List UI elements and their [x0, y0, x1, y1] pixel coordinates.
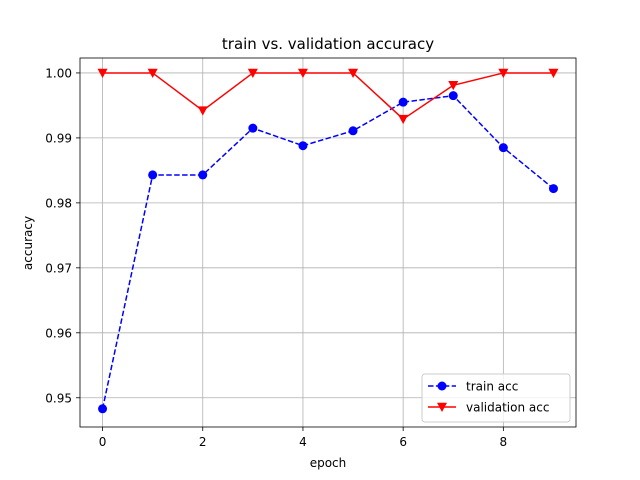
x-tick-label: 4 [299, 435, 307, 449]
validation-acc-point [348, 68, 359, 78]
axes-frame [79, 57, 577, 428]
train-acc-point [98, 404, 108, 414]
validation-acc-point [247, 68, 258, 78]
train-acc-point [198, 170, 208, 180]
validation-acc-point [398, 114, 409, 125]
plot-area: 0 2 4 6 8 0.95 0.96 0.97 0.98 0.99 1.00 [45, 57, 577, 449]
validation-acc-point [498, 68, 509, 78]
y-tick-label: 1.00 [45, 66, 72, 80]
x-axis-label: epoch [310, 456, 347, 470]
x-tick-label: 0 [99, 435, 107, 449]
x-tick-label: 2 [199, 435, 207, 449]
y-tick-label: 0.96 [45, 326, 72, 340]
series-line-validation-acc [102, 72, 554, 121]
legend-label-validation-acc: validation acc [466, 401, 549, 415]
train-acc-point [448, 91, 458, 101]
train-acc-point [398, 97, 408, 107]
y-tick-label: 0.98 [45, 196, 72, 210]
y-tick-label: 0.97 [45, 261, 72, 275]
validation-acc-point [97, 68, 108, 78]
validation-acc-point [147, 68, 158, 78]
legend-marker-validation-acc [437, 402, 447, 412]
legend: train acc validation acc [421, 373, 571, 423]
chart-title: train vs. validation accuracy [222, 35, 434, 53]
x-tick-label: 8 [500, 435, 508, 449]
train-acc-point [298, 141, 308, 151]
legend-marker-train-acc [437, 381, 447, 391]
validation-acc-point [297, 68, 308, 78]
legend-label-train-acc: train acc [466, 380, 518, 394]
legend-box [421, 373, 571, 423]
train-acc-point [548, 184, 558, 194]
series-line-train-acc [101, 94, 554, 409]
validation-acc-point [448, 81, 459, 91]
train-acc-point [248, 123, 258, 133]
train-acc-point [498, 143, 508, 153]
y-axis-label: accuracy [21, 216, 35, 270]
validation-acc-point [548, 68, 559, 78]
y-tick-label: 0.95 [45, 391, 72, 405]
train-acc-point [348, 126, 358, 136]
y-tick-label: 0.99 [45, 131, 72, 145]
train-acc-point [148, 170, 158, 180]
x-tick-label: 6 [399, 435, 407, 449]
validation-acc-point [197, 106, 208, 116]
